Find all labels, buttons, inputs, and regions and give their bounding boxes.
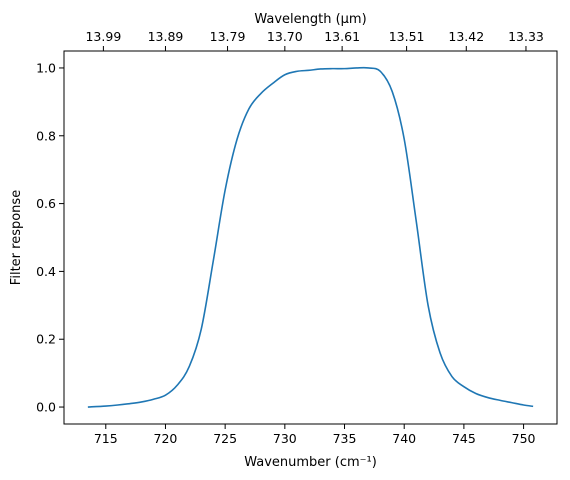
x-tick-label: 725	[213, 431, 237, 446]
bottom-x-axis: 715 720 725 730 735 740 745 750	[94, 424, 536, 446]
x-tick-label: 730	[273, 431, 297, 446]
y-tick-label: 0.4	[36, 264, 56, 279]
top-tick-label: 13.42	[448, 29, 484, 44]
x-axis-label-unit: (cm⁻¹)	[335, 455, 377, 470]
y-tick-label: 0.6	[36, 196, 56, 211]
top-tick-label: 13.33	[508, 29, 544, 44]
y-tick-label: 0.0	[36, 400, 56, 415]
top-x-axis: 13.99 13.89 13.79 13.70 13.61 13.51 13.42 13.33	[85, 29, 544, 51]
x-tick-label: 715	[94, 431, 118, 446]
top-tick-label: 13.99	[85, 29, 121, 44]
y-tick-label: 1.0	[36, 60, 56, 75]
x-axis-label: Wavenumber (cm⁻¹)	[244, 455, 377, 470]
plot-frame	[63, 50, 558, 425]
top-tick-label: 13.51	[389, 29, 425, 44]
x-tick-label: 735	[333, 431, 357, 446]
y-tick-label: 0.8	[36, 128, 56, 143]
y-axis-label: Filter response	[9, 190, 24, 285]
x-tick-label: 740	[392, 431, 416, 446]
top-axis-label-text: Wavelength	[254, 12, 331, 27]
series-line	[87, 66, 534, 408]
y-tick-label: 0.2	[36, 332, 56, 347]
top-tick-label: 13.89	[148, 29, 184, 44]
y-axis: 0.0 0.2 0.4 0.6 0.8 1.0	[36, 60, 64, 415]
x-tick-label: 745	[452, 431, 476, 446]
x-axis-label-text: Wavenumber	[244, 455, 331, 470]
top-tick-label: 13.61	[324, 29, 360, 44]
top-axis-label: Wavelength (μm)	[254, 12, 366, 27]
x-tick-label: 750	[512, 431, 536, 446]
top-tick-label: 13.70	[267, 29, 303, 44]
x-tick-label: 720	[154, 431, 178, 446]
top-tick-label: 13.79	[210, 29, 246, 44]
top-axis-label-unit: (μm)	[336, 12, 367, 27]
